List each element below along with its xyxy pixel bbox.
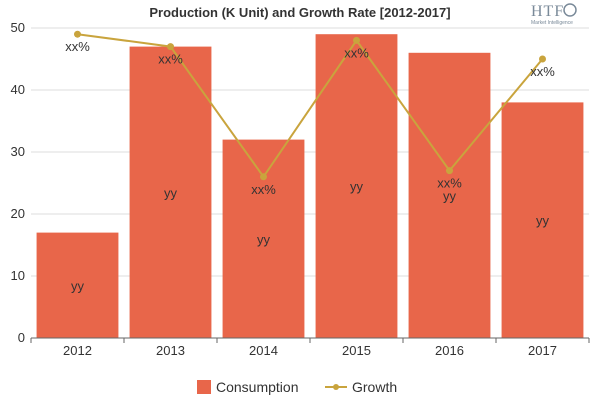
bar [408, 52, 491, 339]
bar [129, 46, 212, 338]
growth-data-label: xx% [65, 39, 90, 54]
bar-data-label: yy [443, 188, 457, 203]
x-tick-label: 2012 [63, 343, 92, 358]
growth-data-label: xx% [530, 64, 555, 79]
bar-data-label: yy [350, 179, 364, 194]
growth-point [446, 167, 453, 175]
bar-series [36, 34, 584, 339]
legend-swatch-consumption [197, 380, 211, 394]
legend-marker-growth [333, 384, 339, 390]
y-tick-label: 20 [11, 206, 25, 221]
legend: Consumption Growth [197, 379, 397, 395]
growth-point [74, 30, 81, 38]
legend-label-consumption: Consumption [216, 379, 299, 395]
growth-point [260, 173, 267, 181]
logo-text: HTF [531, 3, 564, 20]
growth-data-label: xx% [344, 45, 369, 60]
htf-logo: HTF Market Intelligence [531, 3, 577, 26]
x-tick-label: 2014 [249, 343, 278, 358]
x-tick-label: 2013 [156, 343, 185, 358]
growth-point [539, 55, 546, 63]
y-tick-label: 30 [11, 144, 25, 159]
bar-data-label: yy [164, 185, 178, 200]
x-tick-label: 2017 [528, 343, 557, 358]
growth-data-label: xx% [158, 52, 183, 67]
growth-point [353, 36, 360, 44]
bar-data-label: yy [536, 213, 550, 228]
bar [222, 139, 305, 338]
line-data-labels: xx% xx% xx% xx% xx% xx% [65, 39, 555, 197]
x-axis-ticks: 2012 2013 2014 2015 2016 2017 [30, 338, 590, 358]
x-tick-label: 2015 [342, 343, 371, 358]
y-tick-label: 10 [11, 268, 25, 283]
growth-data-label: xx% [251, 182, 276, 197]
y-axis-ticks: 0 10 20 30 40 50 [11, 20, 25, 345]
bar [315, 34, 398, 338]
y-tick-label: 50 [11, 20, 25, 35]
y-tick-label: 0 [18, 330, 25, 345]
y-tick-label: 40 [11, 82, 25, 97]
bar-data-label: yy [257, 232, 271, 247]
growth-point [167, 43, 174, 51]
bar-data-labels: yy yy yy yy yy yy [71, 179, 550, 293]
bar [36, 232, 119, 338]
legend-label-growth: Growth [352, 379, 397, 395]
grid-lines [31, 27, 589, 277]
logo-tagline: Market Intelligence [531, 20, 573, 26]
line-series [74, 30, 546, 181]
bar [501, 102, 584, 339]
logo-globe-icon [563, 3, 577, 17]
bar-data-label: yy [71, 278, 85, 293]
x-tick-label: 2016 [435, 343, 464, 358]
growth-line [77, 33, 544, 179]
chart-title: Production (K Unit) and Growth Rate [201… [149, 5, 450, 20]
growth-data-label: xx% [437, 176, 462, 191]
